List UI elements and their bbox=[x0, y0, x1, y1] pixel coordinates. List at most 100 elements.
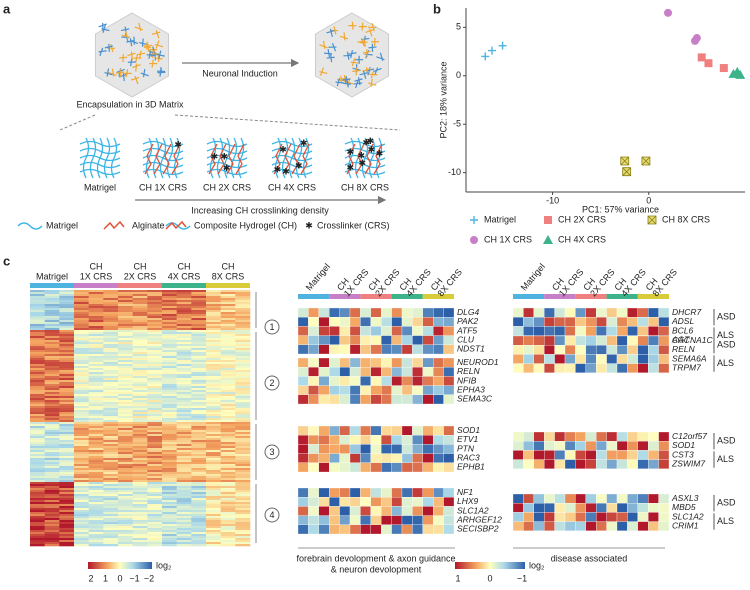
heat-cell bbox=[533, 450, 545, 460]
heat-cell bbox=[74, 430, 89, 433]
heat-cell bbox=[658, 335, 670, 346]
heat-cell bbox=[74, 522, 89, 525]
heat-cell bbox=[220, 434, 236, 437]
heat-cell bbox=[118, 498, 133, 501]
heat-cell bbox=[422, 506, 434, 516]
heat-cell bbox=[235, 304, 251, 307]
heat-cell bbox=[162, 476, 177, 479]
heat-cell bbox=[176, 544, 192, 547]
heat-cell bbox=[103, 348, 119, 351]
heat-cell bbox=[297, 515, 309, 525]
heat-cell bbox=[191, 446, 207, 449]
heat-cell bbox=[103, 484, 119, 487]
heat-cell bbox=[147, 450, 163, 453]
heat-cell bbox=[88, 420, 104, 423]
heat-cell bbox=[59, 496, 75, 499]
heat-cell bbox=[44, 442, 60, 445]
heat-cell bbox=[118, 344, 133, 347]
heat-cell bbox=[422, 376, 434, 386]
heat-cell bbox=[206, 352, 221, 355]
heat-cell bbox=[544, 335, 555, 346]
heat-cell bbox=[206, 460, 221, 463]
heat-cell bbox=[88, 520, 104, 523]
heat-cell bbox=[176, 504, 192, 507]
heat-cell bbox=[235, 478, 251, 481]
heat-cell bbox=[176, 422, 192, 425]
heat-cell bbox=[235, 518, 251, 521]
heat-cell bbox=[191, 300, 207, 303]
heat-cell bbox=[88, 438, 104, 441]
heat-cell bbox=[220, 342, 236, 345]
heat-cell bbox=[176, 534, 192, 537]
heat-cell bbox=[206, 530, 221, 533]
heat-cell bbox=[235, 470, 251, 473]
heat-cell bbox=[44, 490, 60, 493]
heat-cell bbox=[220, 540, 236, 543]
heat-cell bbox=[59, 302, 75, 305]
gene-label: SECISBP2 bbox=[457, 524, 499, 534]
heat-cell bbox=[30, 442, 45, 445]
heat-cell bbox=[391, 376, 403, 386]
heat-cell bbox=[59, 468, 75, 471]
heat-cell bbox=[596, 354, 607, 364]
heat-cell bbox=[443, 317, 455, 327]
heat-cell bbox=[637, 307, 649, 318]
heat-cell bbox=[360, 425, 371, 436]
heat-cell bbox=[59, 412, 75, 415]
heat-cell bbox=[59, 422, 75, 425]
heat-cell bbox=[360, 435, 371, 445]
heat-cell bbox=[575, 512, 586, 522]
heat-cell bbox=[162, 484, 177, 487]
fiber bbox=[142, 140, 184, 148]
heat-cell bbox=[422, 524, 434, 535]
heat-cell bbox=[30, 440, 45, 443]
heat-cell bbox=[147, 324, 163, 327]
heat-cell bbox=[118, 506, 133, 509]
heat-cell bbox=[220, 350, 236, 353]
heat-cell bbox=[401, 497, 413, 507]
heat-cell bbox=[118, 526, 133, 529]
heat-cell bbox=[235, 510, 251, 513]
heat-cell bbox=[44, 334, 60, 337]
heat-cell bbox=[176, 434, 192, 437]
heat-cell bbox=[30, 362, 45, 365]
heat-cell bbox=[132, 402, 148, 405]
heat-cell bbox=[132, 472, 148, 475]
heat-cell bbox=[596, 459, 607, 469]
heat-cell bbox=[162, 452, 177, 455]
heat-cell bbox=[44, 410, 60, 413]
heat-cell bbox=[132, 436, 148, 439]
heat-cell bbox=[162, 344, 177, 347]
heat-cell bbox=[103, 454, 119, 457]
heat-cell bbox=[220, 450, 236, 453]
heat-cell bbox=[88, 524, 104, 527]
heat-cell bbox=[132, 376, 148, 379]
heat-cell bbox=[147, 366, 163, 369]
heat-cell bbox=[118, 308, 133, 311]
heat-cell bbox=[206, 524, 221, 527]
heat-cell bbox=[118, 298, 133, 301]
heat-cell bbox=[103, 356, 119, 359]
heat-cell bbox=[235, 482, 251, 485]
heat-cell bbox=[103, 448, 119, 451]
x-tick-label: -10 bbox=[546, 195, 559, 205]
heat-cell bbox=[220, 420, 236, 423]
heat-cell bbox=[147, 482, 163, 485]
heat-cell bbox=[118, 500, 133, 503]
heat-cell bbox=[235, 452, 251, 455]
heat-cell bbox=[118, 318, 133, 321]
heat-cell bbox=[648, 512, 659, 522]
heat-cell bbox=[147, 394, 163, 397]
heat-cell bbox=[191, 490, 207, 493]
heat-cell bbox=[44, 428, 60, 431]
heat-cell bbox=[162, 522, 177, 525]
heat-cell bbox=[512, 459, 524, 469]
heat-cell bbox=[88, 360, 104, 363]
heat-cell bbox=[191, 518, 207, 521]
heat-cell bbox=[118, 436, 133, 439]
heat-cell bbox=[220, 370, 236, 373]
heat-cell bbox=[59, 470, 75, 473]
heat-cell bbox=[103, 474, 119, 477]
heat-cell bbox=[533, 363, 545, 373]
heat-cell bbox=[206, 290, 221, 293]
